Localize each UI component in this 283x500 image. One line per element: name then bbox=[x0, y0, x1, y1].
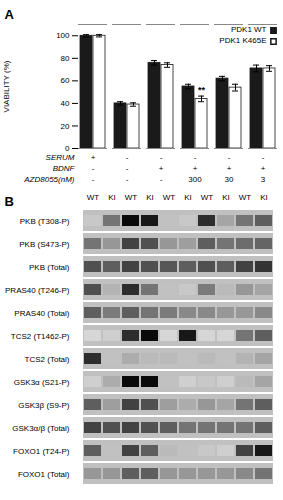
svg-text:-: - bbox=[92, 164, 95, 173]
svg-text:80: 80 bbox=[61, 54, 70, 63]
svg-text:PKB (T308-P): PKB (T308-P) bbox=[20, 217, 70, 226]
svg-text:TCS2 (Total): TCS2 (Total) bbox=[25, 355, 70, 364]
svg-text:FOXO1 (T24-P): FOXO1 (T24-P) bbox=[13, 447, 70, 456]
svg-text:-: - bbox=[126, 164, 129, 173]
svg-text:PRAS40 (Total): PRAS40 (Total) bbox=[14, 309, 69, 318]
svg-text:WT: WT bbox=[239, 193, 252, 202]
svg-text:WT: WT bbox=[125, 193, 138, 202]
svg-text:SERUM: SERUM bbox=[46, 153, 75, 162]
svg-text:20: 20 bbox=[61, 122, 70, 131]
svg-text:PRAS40 (T246-P): PRAS40 (T246-P) bbox=[5, 286, 70, 295]
svg-text:-: - bbox=[194, 153, 197, 162]
svg-text:KI: KI bbox=[184, 193, 192, 202]
svg-text:FOXO1 (Total): FOXO1 (Total) bbox=[18, 470, 70, 479]
svg-text:WT: WT bbox=[163, 193, 176, 202]
svg-text:40: 40 bbox=[61, 99, 70, 108]
svg-text:-: - bbox=[92, 175, 95, 184]
svg-text:WT: WT bbox=[87, 193, 100, 202]
svg-text:3: 3 bbox=[261, 175, 266, 184]
svg-text:PDK1 K465E: PDK1 K465E bbox=[219, 36, 266, 45]
svg-text:KI: KI bbox=[108, 193, 116, 202]
svg-text:+: + bbox=[91, 153, 96, 162]
svg-text:-: - bbox=[160, 153, 163, 162]
svg-text:+: + bbox=[159, 164, 164, 173]
svg-text:KI: KI bbox=[260, 193, 268, 202]
svg-text:PKB (S473-P): PKB (S473-P) bbox=[19, 240, 70, 249]
svg-text:-: - bbox=[228, 153, 231, 162]
svg-text:VIABILITY (%): VIABILITY (%) bbox=[2, 60, 11, 112]
svg-text:+: + bbox=[227, 164, 232, 173]
svg-text:300: 300 bbox=[188, 175, 202, 184]
svg-text:AZD8055(nM): AZD8055(nM) bbox=[23, 175, 75, 184]
svg-text:100: 100 bbox=[56, 31, 70, 40]
svg-text:GSK3α (S21-P): GSK3α (S21-P) bbox=[14, 378, 70, 387]
svg-text:+: + bbox=[261, 164, 266, 173]
svg-text:KI: KI bbox=[222, 193, 230, 202]
svg-text:GSK3β (S9-P): GSK3β (S9-P) bbox=[18, 401, 70, 410]
svg-text:GSK3α/β (Total): GSK3α/β (Total) bbox=[12, 424, 70, 433]
svg-text:BDNF: BDNF bbox=[53, 164, 76, 173]
svg-text:-: - bbox=[126, 153, 129, 162]
svg-text:-: - bbox=[160, 175, 163, 184]
svg-text:**: ** bbox=[198, 85, 206, 95]
svg-text:0: 0 bbox=[65, 144, 70, 153]
svg-text:30: 30 bbox=[225, 175, 234, 184]
svg-text:PDK1 WT: PDK1 WT bbox=[231, 25, 267, 34]
svg-text:PKB (Total): PKB (Total) bbox=[29, 263, 70, 272]
svg-text:60: 60 bbox=[61, 76, 70, 85]
svg-text:A: A bbox=[5, 7, 15, 22]
svg-text:-: - bbox=[262, 153, 265, 162]
svg-text:WT: WT bbox=[201, 193, 214, 202]
svg-text:+: + bbox=[193, 164, 198, 173]
svg-text:TCS2 (T1462-P): TCS2 (T1462-P) bbox=[11, 332, 70, 341]
svg-text:B: B bbox=[5, 194, 14, 209]
svg-text:-: - bbox=[126, 175, 129, 184]
svg-text:KI: KI bbox=[146, 193, 154, 202]
